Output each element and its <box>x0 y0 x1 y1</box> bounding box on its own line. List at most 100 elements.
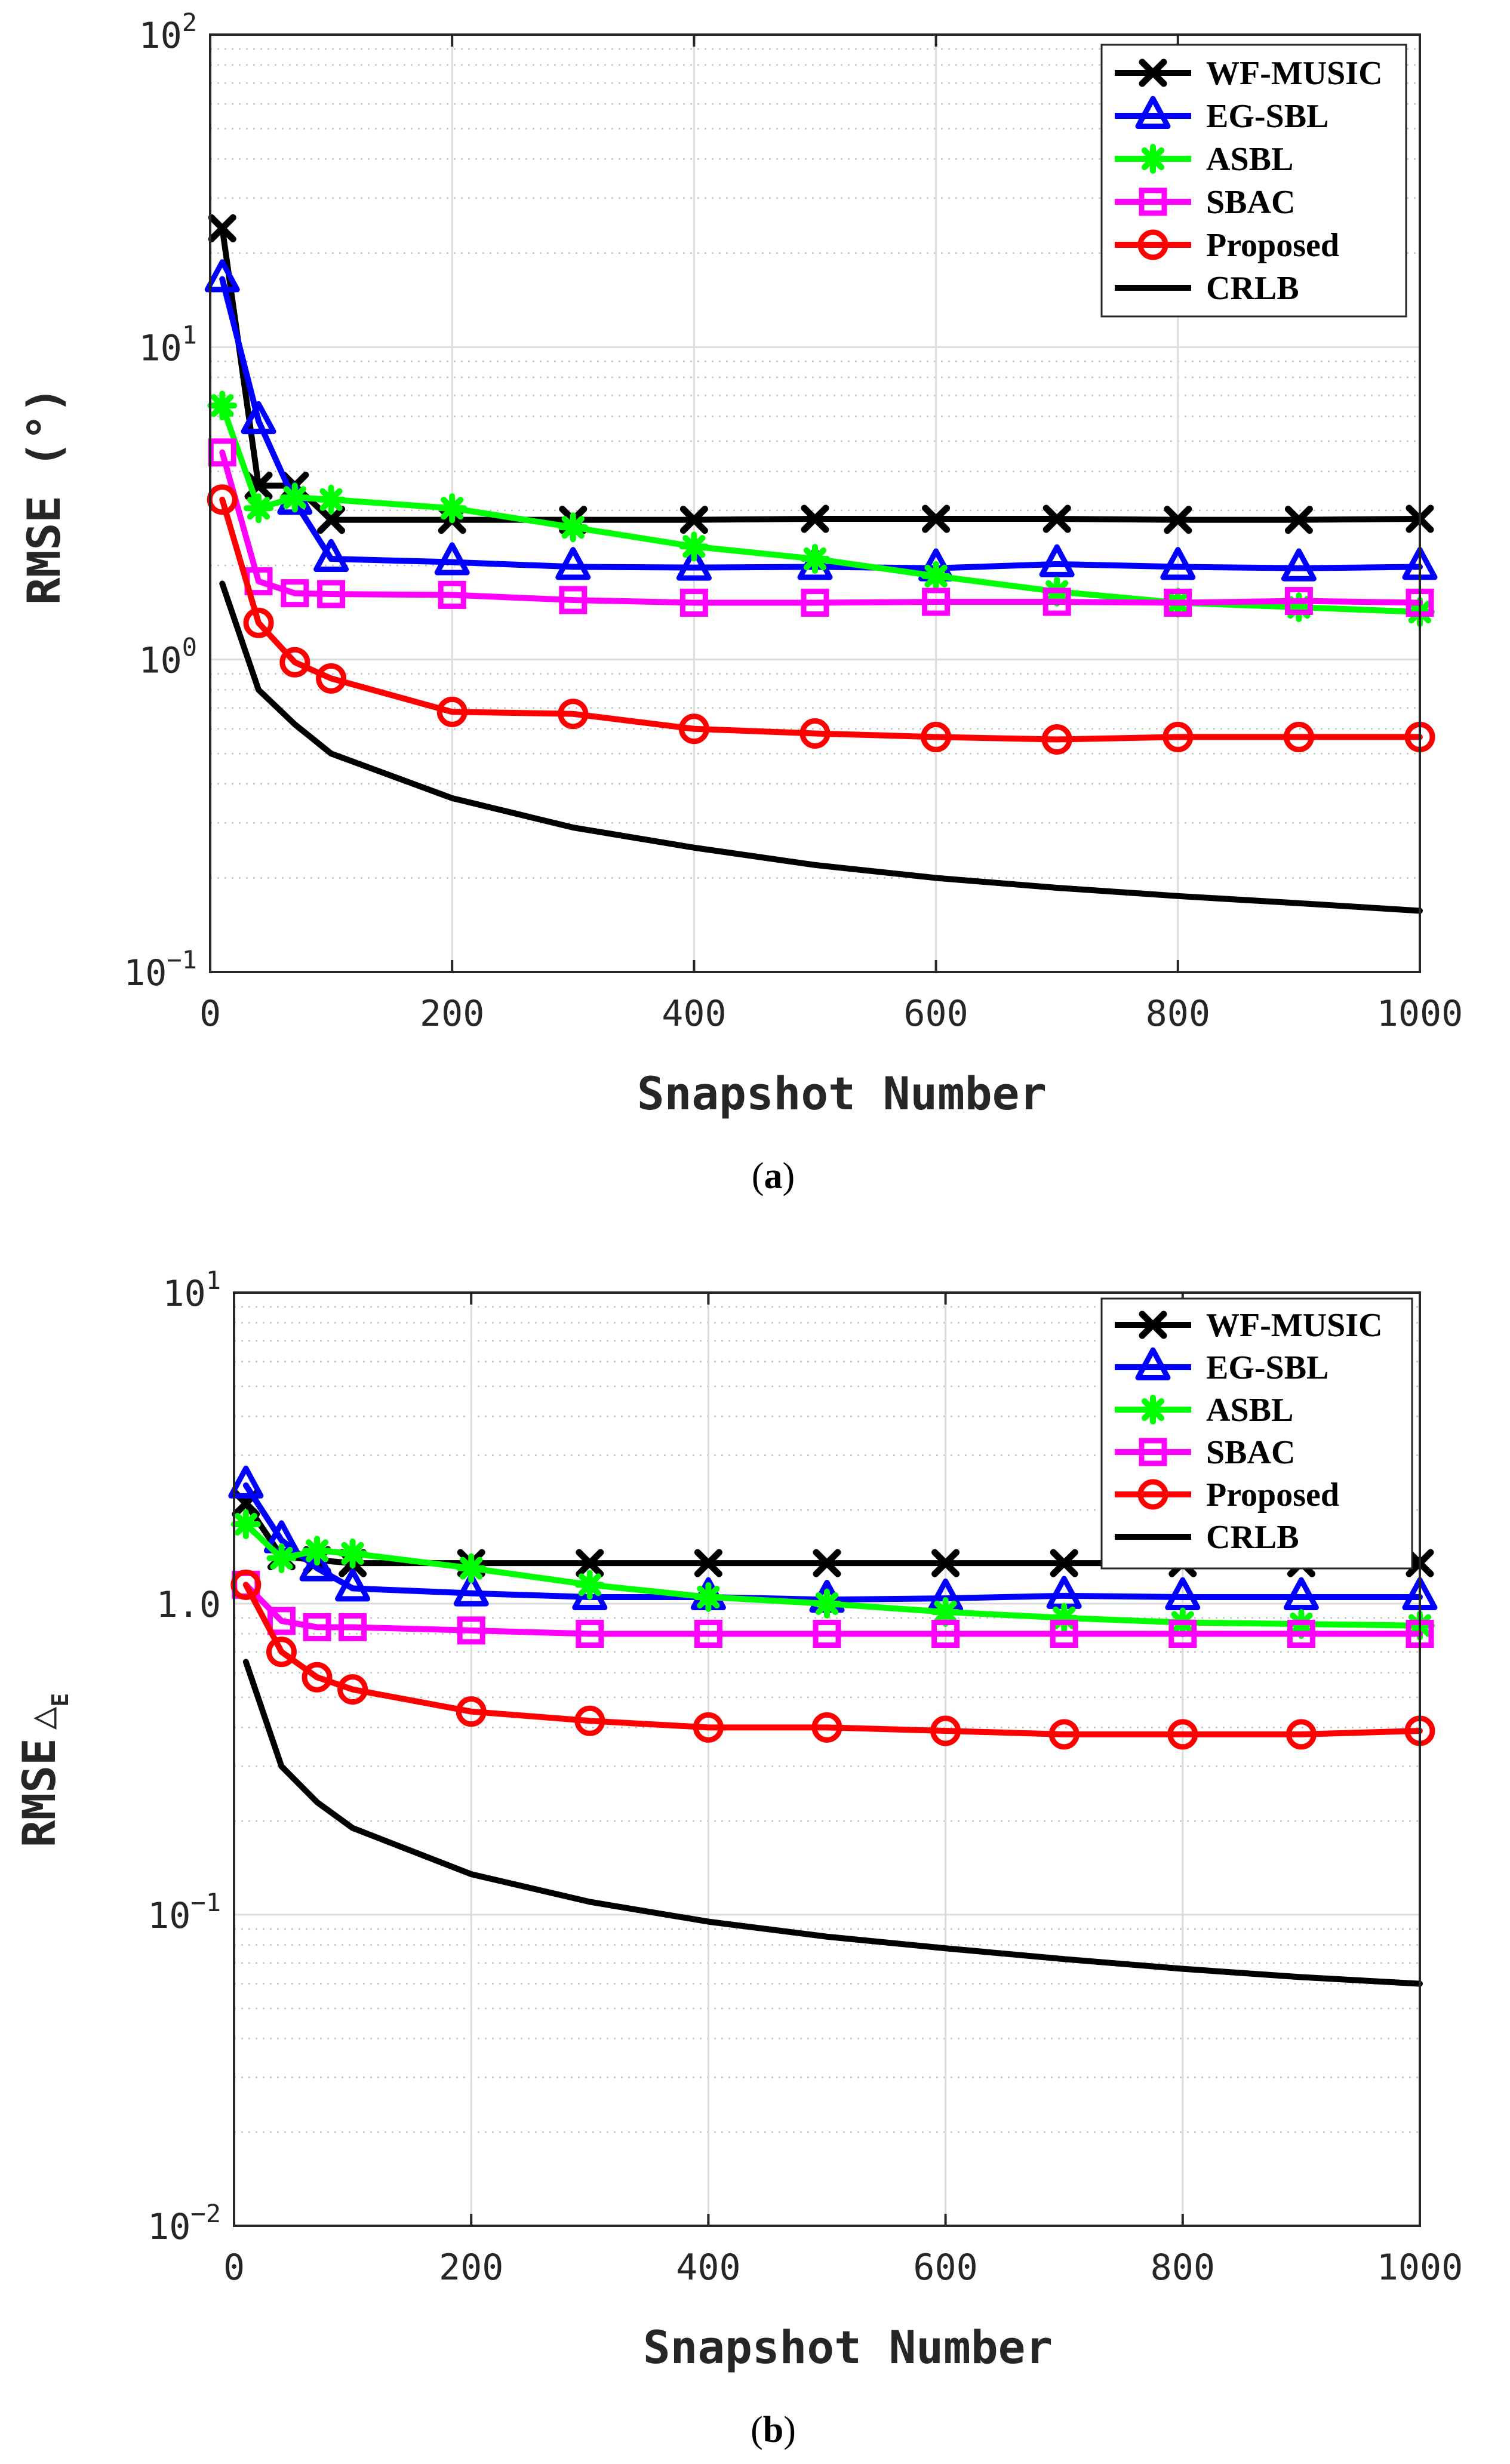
y-tick-label: 10−2 <box>147 2199 221 2248</box>
legend-label: EG-SBL <box>1206 1349 1328 1386</box>
y-tick-exponent: −2 <box>190 2199 221 2228</box>
x-tick-label: 200 <box>420 993 484 1035</box>
data-point <box>930 1715 961 1746</box>
data-point <box>679 531 709 562</box>
data-point <box>558 512 588 543</box>
legend-marker <box>1135 1347 1171 1380</box>
series-line <box>219 449 1423 606</box>
y-tick-base: 10 <box>139 15 182 57</box>
legend-label: Proposed <box>1206 227 1339 264</box>
caption-paren: ) <box>783 2410 796 2450</box>
data-point <box>1284 587 1313 616</box>
y-tick-label: 1.0 <box>156 1584 221 1626</box>
data-point <box>574 1705 605 1736</box>
chart-b: 0 200 400 600 800 100010−210−11.0101Snapshot … <box>13 1266 1463 2450</box>
data-point <box>243 607 274 638</box>
caption-letter: b <box>763 2410 783 2450</box>
y-tick-label: 100 <box>139 633 197 682</box>
data-point <box>1165 1577 1201 1610</box>
data-point <box>678 713 709 745</box>
legend-marker <box>1137 1479 1168 1510</box>
y-tick-base: 10 <box>124 952 167 994</box>
legend-item: WF-MUSIC <box>1115 1307 1383 1344</box>
y-axis-label-subscript: E <box>47 1693 73 1707</box>
data-point <box>1284 592 1314 623</box>
legend-item: SBAC <box>1115 184 1295 221</box>
data-point <box>679 589 708 617</box>
data-point <box>1281 548 1317 582</box>
data-point <box>574 1570 605 1600</box>
data-point <box>1284 506 1313 534</box>
data-point <box>922 587 951 616</box>
legend-item: CRLB <box>1115 1519 1299 1556</box>
legend-item: Proposed <box>1115 227 1339 264</box>
legend-marker <box>1139 1311 1167 1339</box>
data-point <box>267 1607 296 1635</box>
data-point <box>1039 544 1075 577</box>
data-point <box>302 1536 333 1566</box>
data-point <box>299 1548 335 1582</box>
data-point <box>693 1712 724 1743</box>
data-point <box>1041 724 1072 755</box>
legend-box <box>1100 1297 1413 1570</box>
data-point <box>1283 721 1314 752</box>
data-point <box>316 484 346 515</box>
y-axis-label-text: RMSE <box>13 1738 66 1847</box>
x-tick-label: 1000 <box>1377 2247 1463 2288</box>
data-point <box>1050 1619 1078 1648</box>
data-point <box>559 586 588 614</box>
legend-item: ASBL <box>1115 141 1293 178</box>
series-crlb <box>242 1659 1423 1987</box>
y-axis-label-text: RMSE (°) <box>17 386 70 605</box>
data-point <box>1168 1619 1197 1648</box>
data-point <box>1167 1719 1198 1750</box>
legend-item: CRLB <box>1115 270 1299 307</box>
data-point <box>694 1549 722 1577</box>
x-tick-label: 0 <box>223 2247 245 2288</box>
data-point <box>266 1636 297 1668</box>
legend-item: EG-SBL <box>1115 1347 1328 1386</box>
data-point <box>576 1619 604 1648</box>
series-line <box>242 1582 1423 1737</box>
y-tick-exponent: 0 <box>182 633 197 662</box>
legend-label: EG-SBL <box>1206 98 1328 135</box>
x-tick-label: 400 <box>662 993 726 1035</box>
data-point <box>693 1582 724 1612</box>
y-axis-label: RMSE △E <box>13 1693 73 1847</box>
data-point <box>1164 506 1192 534</box>
series-proposed <box>207 484 1435 755</box>
data-point <box>438 580 466 609</box>
data-point <box>1164 589 1192 617</box>
data-point <box>436 696 468 727</box>
data-point <box>931 1619 960 1648</box>
data-point <box>930 1597 961 1627</box>
series-line <box>242 1582 1423 1637</box>
x-axis-label: Snapshot Number <box>643 2321 1053 2374</box>
caption-letter: a <box>764 1156 783 1196</box>
y-tick-base: 10 <box>147 1895 190 1937</box>
y-axis-label: RMSE (°) <box>17 386 70 605</box>
legend-marker <box>1139 1438 1167 1466</box>
legend-label: WF-MUSIC <box>1206 1307 1383 1344</box>
data-point <box>337 1538 368 1568</box>
data-point <box>811 1712 842 1743</box>
data-point <box>434 542 470 576</box>
x-tick-label: 800 <box>1146 993 1210 1035</box>
legend-marker <box>1137 229 1168 260</box>
data-point <box>1048 1719 1080 1750</box>
data-point <box>921 561 951 591</box>
data-point <box>801 589 829 617</box>
figure-caption: (b) <box>751 2410 796 2450</box>
data-point <box>337 1674 368 1705</box>
data-point <box>317 580 346 608</box>
y-tick-exponent: 1 <box>206 1266 221 1295</box>
figure-caption: (a) <box>752 1156 795 1196</box>
data-point <box>931 1549 960 1577</box>
x-tick-label: 600 <box>913 2247 977 2288</box>
legend-label: CRLB <box>1206 1519 1299 1556</box>
y-tick-base: 10 <box>139 640 182 682</box>
y-tick-label: 102 <box>139 8 197 57</box>
data-point <box>1049 1602 1080 1633</box>
legend-marker <box>1138 1395 1168 1425</box>
